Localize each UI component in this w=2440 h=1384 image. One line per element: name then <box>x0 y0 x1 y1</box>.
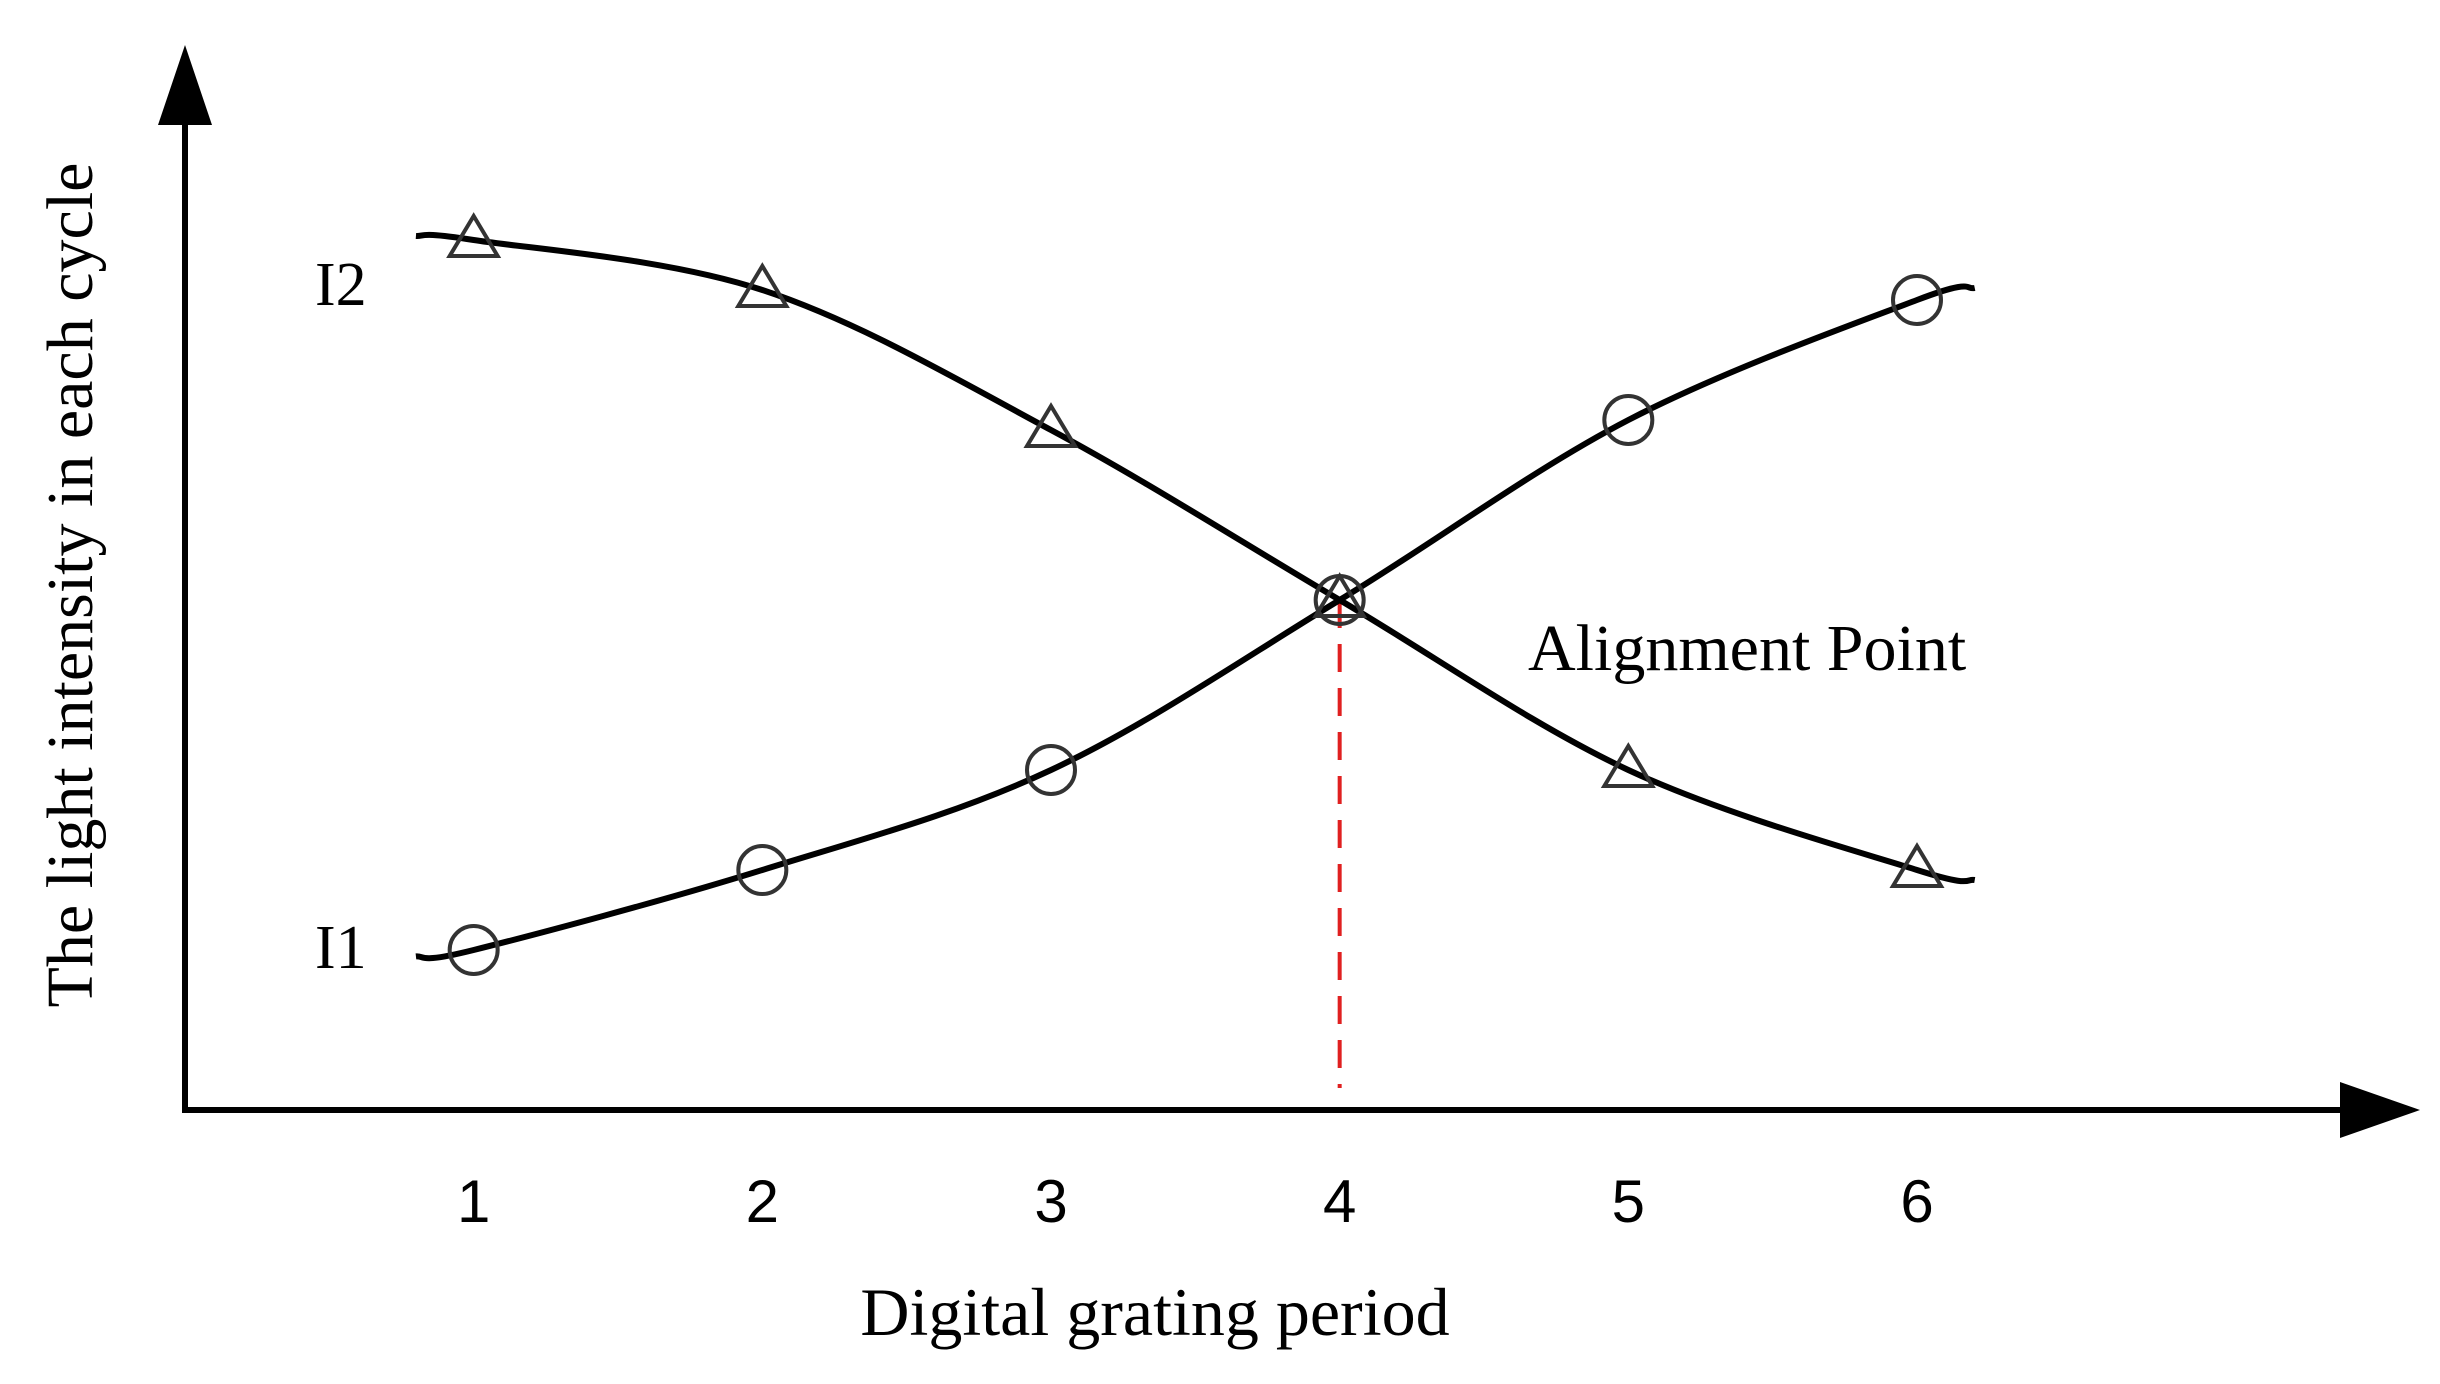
x-tick-label-5: 5 <box>1612 1168 1645 1235</box>
y-axis-arrow <box>158 45 212 125</box>
series-line-i2 <box>415 231 1976 885</box>
point-i2-1 <box>446 212 502 258</box>
x-tick-label-1: 1 <box>457 1168 490 1235</box>
series-label-i2: I2 <box>315 251 367 319</box>
point-i2-3 <box>1023 402 1079 448</box>
curve-layer <box>415 231 1976 962</box>
point-i1-5 <box>1602 394 1655 446</box>
point-i1-1 <box>447 924 500 976</box>
y-axis-label: The light intensity in each cycle <box>34 163 107 1008</box>
x-tick-label-6: 6 <box>1900 1168 1933 1235</box>
marker-layer <box>446 212 1945 976</box>
point-i1-3 <box>1025 744 1077 796</box>
series-label-i1: I1 <box>315 914 367 982</box>
point-i2-5 <box>1600 742 1656 788</box>
alignment-point-label: Alignment Point <box>1528 612 1966 685</box>
point-i2-2 <box>734 262 790 308</box>
series-line-i1 <box>415 283 1976 962</box>
x-axis-arrow <box>2340 1082 2420 1138</box>
tick-layer: 1 2 3 4 5 6 <box>457 1168 1934 1235</box>
x-tick-label-2: 2 <box>746 1168 779 1235</box>
point-i2-6 <box>1889 842 1945 888</box>
x-tick-label-3: 3 <box>1034 1168 1067 1235</box>
x-axis-label: Digital grating period <box>860 1274 1449 1350</box>
point-i1-6 <box>1891 274 1943 326</box>
x-tick-label-4: 4 <box>1323 1168 1356 1235</box>
point-i2-4 <box>1312 572 1368 618</box>
point-i1-2 <box>736 844 789 896</box>
